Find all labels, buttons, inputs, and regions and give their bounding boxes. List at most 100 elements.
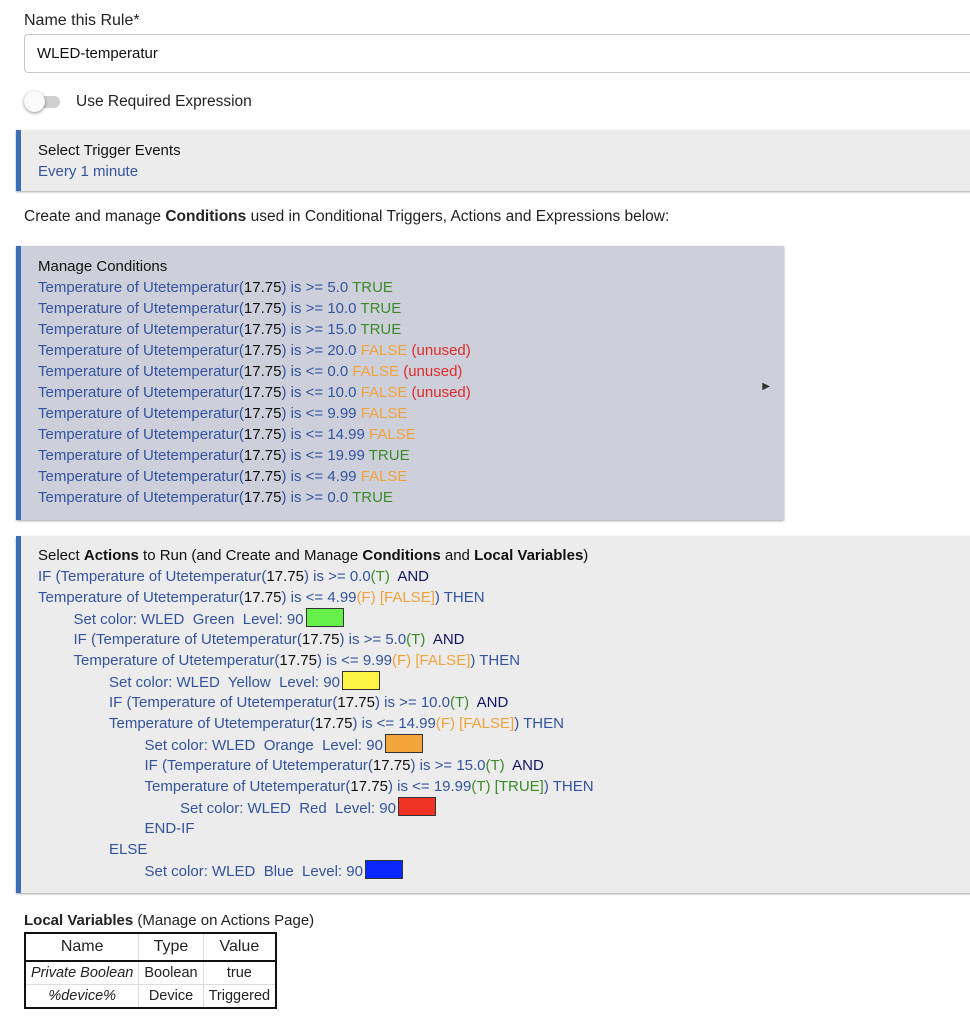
action-line: ELSE (38, 839, 970, 860)
lv-bold: Local Variables (24, 912, 134, 929)
segment: AND (504, 757, 544, 774)
local-variables-title: Local Variables (Manage on Actions Page) (24, 912, 314, 929)
segment: ) is >= 0.0 (303, 568, 371, 585)
segment: END-IF (144, 820, 195, 837)
required-expression-label: Use Required Expression (76, 93, 252, 110)
segment: 17.75 (243, 589, 282, 606)
segment: ) is <= 19.99 (281, 447, 369, 464)
segment: (F) [FALSE] (356, 589, 435, 606)
var-type: Device (138, 984, 204, 1009)
segment: IF (Temperature of Utetemperatur( (109, 694, 338, 711)
rule-name-input[interactable] (24, 34, 970, 73)
action-line: Set color: WLED Green Level: 90 (38, 608, 970, 629)
segment: 17.75 (266, 568, 304, 585)
var-value: true (203, 961, 277, 985)
trigger-events-panel[interactable]: Select Trigger Events Every 1 minute (16, 130, 970, 191)
segment: (T) [TRUE] (471, 778, 544, 795)
segment: ) is <= 14.99 (352, 715, 436, 732)
segment: 17.75 (301, 631, 340, 648)
color-swatch (341, 671, 380, 690)
segment: AND (425, 631, 465, 648)
t: Select (38, 547, 84, 564)
segment: ) THEN (434, 589, 485, 606)
segment: 17.75 (243, 489, 282, 506)
lv-rest: (Manage on Actions Page) (133, 912, 315, 929)
segment: ) is <= 9.99 (281, 405, 361, 422)
trigger-value: Every 1 minute (38, 163, 139, 180)
segment: FALSE (369, 426, 416, 443)
t-bold: Local Variables (474, 547, 584, 564)
segment: Temperature of Utetemperatur( (38, 447, 244, 464)
color-swatch (305, 608, 344, 627)
segment: Temperature of Utetemperatur( (144, 778, 351, 795)
t-bold: Actions (83, 547, 139, 564)
segment: Set color: WLED Orange Level: 90 (144, 737, 383, 754)
segment: 17.75 (243, 447, 282, 464)
actions-title: Select Actions to Run (and Create and Ma… (38, 545, 970, 566)
segment: Set color: WLED Blue Level: 90 (144, 863, 363, 880)
trigger-title: Select Trigger Events (38, 142, 181, 159)
segment: FALSE (360, 342, 408, 359)
t: ) (583, 547, 589, 564)
segment: IF (Temperature of Utetemperatur( (73, 631, 302, 648)
condition-line: Temperature of Utetemperatur(17.75) is <… (38, 424, 784, 445)
segment: ) THEN (470, 652, 521, 669)
segment: 17.75 (279, 652, 317, 669)
segment: Set color: WLED Yellow Level: 90 (109, 674, 340, 691)
local-variables-table: Name Type Value Private Boolean Boolean … (24, 932, 278, 1009)
segment: ) is <= 0.0 (281, 363, 353, 380)
action-line: IF (Temperature of Utetemperatur(17.75) … (38, 692, 970, 713)
actions-panel[interactable]: Select Actions to Run (and Create and Ma… (16, 536, 970, 893)
col-name: Name (25, 933, 140, 962)
conditions-title: Manage Conditions (38, 258, 168, 275)
triangle-right-icon[interactable]: ▶ (762, 381, 770, 392)
segment: ) is >= 5.0 (339, 631, 407, 648)
segment: ) is <= 19.99 (387, 778, 472, 795)
rule-name-label: Name this Rule* (24, 12, 140, 29)
color-swatch (384, 734, 423, 753)
table-row[interactable]: Private Boolean Boolean true (25, 961, 277, 985)
desc-bold: Conditions (165, 208, 247, 225)
col-value: Value (203, 933, 277, 962)
segment: TRUE (352, 489, 393, 506)
desc-text-end: used in Conditional Triggers, Actions an… (246, 208, 670, 225)
var-name: %device% (25, 984, 140, 1009)
segment: ) is >= 5.0 (281, 279, 353, 296)
segment: (T) (370, 568, 390, 585)
var-value: Triggered (203, 984, 277, 1009)
segment: Temperature of Utetemperatur( (38, 363, 244, 380)
condition-line: Temperature of Utetemperatur(17.75) is <… (38, 466, 784, 487)
action-line: Set color: WLED Blue Level: 90 (38, 860, 970, 881)
manage-conditions-panel[interactable]: Manage Conditions Temperature of Utetemp… (16, 246, 784, 520)
color-swatch (364, 860, 403, 879)
segment: FALSE (360, 405, 408, 422)
table-row[interactable]: %device% Device Triggered (25, 984, 277, 1009)
var-type: Boolean (138, 961, 204, 985)
condition-line: Temperature of Utetemperatur(17.75) is >… (38, 277, 784, 298)
segment: TRUE (352, 279, 393, 296)
segment: TRUE (368, 447, 410, 464)
condition-line: Temperature of Utetemperatur(17.75) is <… (38, 361, 784, 382)
condition-line: Temperature of Utetemperatur(17.75) is >… (38, 298, 784, 319)
segment: ) is >= 0.0 (281, 489, 353, 506)
segment: ELSE (109, 841, 148, 858)
segment: 17.75 (350, 778, 388, 795)
segment: Temperature of Utetemperatur( (38, 426, 244, 443)
segment: 17.75 (243, 384, 282, 401)
segment: (unused) (399, 363, 463, 380)
condition-line: Temperature of Utetemperatur(17.75) is >… (38, 319, 784, 340)
segment: 17.75 (243, 363, 282, 380)
segment: Temperature of Utetemperatur( (109, 715, 315, 732)
segment: (T) (485, 757, 505, 774)
segment: Temperature of Utetemperatur( (38, 489, 244, 506)
segment: 17.75 (314, 715, 353, 732)
segment: FALSE (352, 363, 400, 380)
t: and (440, 547, 475, 564)
segment: 17.75 (243, 279, 282, 296)
segment: ) is >= 20.0 (281, 342, 361, 359)
required-expression-toggle[interactable] (24, 91, 60, 112)
condition-line: Temperature of Utetemperatur(17.75) is <… (38, 382, 784, 403)
segment: IF (Temperature of Utetemperatur( (144, 757, 373, 774)
t-bold: Conditions (362, 547, 441, 564)
segment: ) is <= 4.99 (281, 589, 357, 606)
